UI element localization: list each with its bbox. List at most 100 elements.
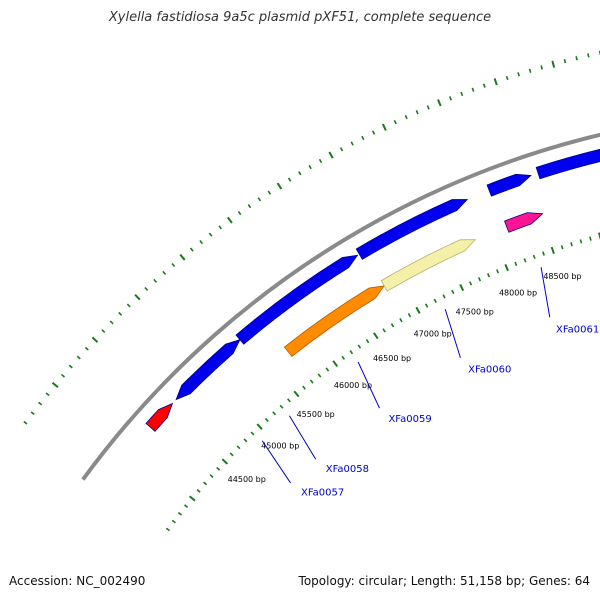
inner-tick	[210, 475, 213, 478]
outer-tick	[450, 96, 451, 100]
scale-label: 48500 bp	[543, 272, 581, 281]
inner-tick	[562, 245, 563, 249]
inner-tick	[222, 459, 227, 464]
inner-tick	[391, 324, 393, 327]
inner-tick	[172, 520, 175, 522]
outer-tick	[518, 72, 519, 76]
gene-feature-red	[146, 403, 172, 431]
inner-tick	[244, 439, 247, 442]
outer-tick	[495, 78, 497, 85]
outer-tick	[362, 136, 364, 140]
inner-tick	[416, 307, 419, 313]
outer-tick	[69, 365, 72, 368]
gene-label: XFa0061	[556, 324, 599, 335]
outer-tick	[351, 142, 353, 146]
outer-tick	[46, 393, 49, 396]
inner-tick	[571, 242, 572, 246]
gene-label: XFa0057	[301, 488, 344, 499]
inner-tick	[534, 255, 535, 259]
outer-tick	[552, 61, 554, 68]
inner-tick	[479, 277, 481, 281]
scale-label: 45500 bp	[297, 410, 335, 419]
outer-tick	[200, 240, 202, 243]
outer-tick	[564, 59, 565, 63]
inner-tick	[318, 374, 320, 377]
scale-label: 46500 bp	[373, 354, 411, 363]
outer-tick	[31, 412, 34, 414]
inner-tick	[333, 361, 337, 367]
outer-tick	[541, 66, 542, 70]
outer-tick	[258, 198, 260, 201]
inner-tick	[185, 505, 188, 508]
inner-tick	[524, 258, 525, 262]
inner-tick	[358, 345, 360, 348]
scale-label: 45000 bp	[261, 441, 299, 450]
inner-tick	[505, 264, 508, 270]
inner-tick	[488, 273, 490, 277]
outer-tick	[341, 147, 343, 151]
outer-tick	[238, 211, 240, 214]
inner-tick	[590, 237, 591, 241]
inner-tick	[383, 329, 385, 332]
outer-tick	[309, 165, 311, 168]
outer-tick	[278, 183, 282, 189]
outer-tick	[77, 356, 80, 359]
outer-tick	[110, 321, 113, 324]
gene-feature-pale	[381, 240, 475, 291]
accession-text: Accession: NC_002490	[9, 574, 145, 588]
outer-tick	[320, 159, 322, 162]
gene-label: XFa0060	[468, 364, 511, 375]
outer-tick	[248, 205, 250, 208]
inner-tick	[434, 299, 436, 303]
inner-tick	[257, 424, 262, 429]
inner-tick	[280, 405, 283, 408]
outer-tick	[85, 347, 88, 350]
gene-label: XFa0059	[388, 414, 431, 425]
topology-summary: Topology: circular; Length: 51,158 bp; G…	[299, 574, 590, 588]
inner-tick	[303, 386, 306, 389]
inner-tick	[460, 284, 463, 290]
gene-features	[146, 140, 600, 432]
outer-tick	[394, 120, 396, 124]
inner-tick	[552, 247, 554, 254]
inner-tick	[251, 432, 254, 435]
inner-tick	[273, 412, 276, 415]
inner-tick	[294, 391, 298, 396]
outer-tick	[163, 271, 166, 274]
inner-tick	[197, 490, 200, 493]
scale-label: 46000 bp	[334, 381, 372, 390]
scale-label: 48000 bp	[499, 288, 537, 297]
outer-tick	[576, 56, 577, 60]
outer-tick	[588, 53, 589, 57]
outer-tick	[102, 330, 105, 333]
inner-tick	[470, 282, 472, 286]
inner-tick	[230, 453, 233, 456]
inner-tick	[178, 513, 181, 515]
outer-tick	[299, 172, 301, 175]
inner-tick	[265, 418, 268, 421]
outer-tick	[405, 115, 407, 119]
inner-tick	[166, 528, 169, 530]
outer-tick	[172, 263, 175, 266]
outer-tick	[228, 217, 232, 223]
outer-tick	[219, 226, 221, 229]
outer-tick	[416, 110, 418, 114]
outer-tick	[530, 69, 531, 73]
outer-tick	[154, 279, 157, 282]
inner-tick	[543, 252, 544, 256]
outer-tick	[438, 100, 441, 106]
inner-tick	[288, 399, 291, 402]
inner-tick	[366, 339, 368, 342]
inner-tick	[217, 467, 220, 470]
outer-tick	[39, 402, 42, 404]
gene-feature-blue-b	[188, 340, 240, 388]
gene-leader-line	[289, 416, 315, 459]
inner-tick	[497, 270, 499, 274]
inner-tick	[426, 304, 428, 308]
gene-feature-blue-e	[487, 174, 531, 196]
inner-tick	[350, 351, 352, 354]
outer-tick	[145, 288, 148, 291]
outer-tick	[427, 106, 429, 110]
outer-tick	[191, 248, 194, 251]
